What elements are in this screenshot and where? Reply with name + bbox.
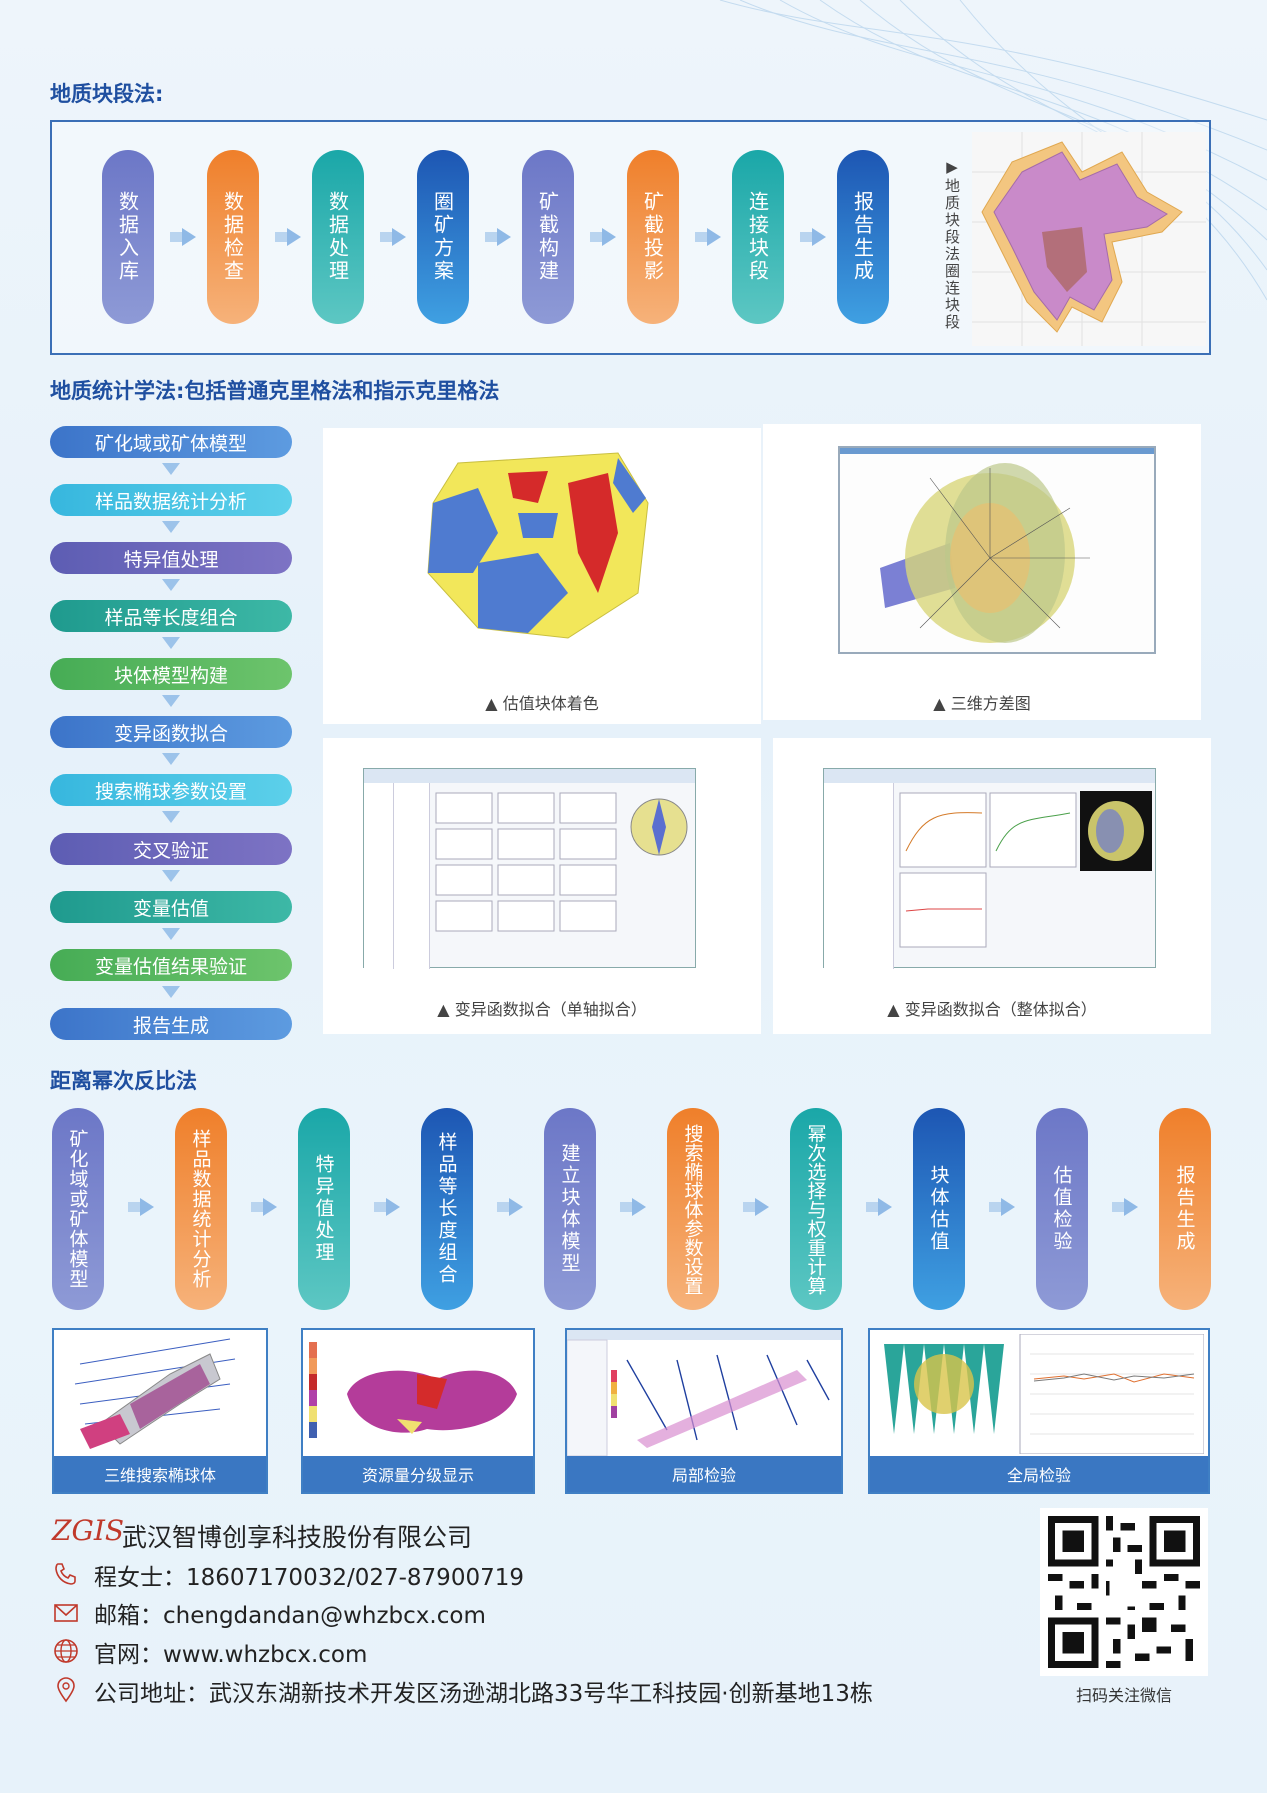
qr-caption: 扫码关注微信 bbox=[1075, 1686, 1172, 1705]
thumb-label-resource-grading: 资源量分级显示 bbox=[303, 1456, 533, 1492]
flow1-step-5: 矿截构建 bbox=[522, 150, 574, 324]
flow3-step-10: 报告生成 bbox=[1159, 1108, 1211, 1310]
flow1-step-1: 数据入库 bbox=[102, 150, 154, 324]
variogram-overall-window bbox=[823, 768, 1156, 969]
website-text: 官网：www.whzbcx.com bbox=[94, 1642, 368, 1668]
flow2-step-8: 交叉验证 bbox=[50, 833, 292, 865]
down-arrow-icon bbox=[162, 573, 180, 593]
block-method-image-caption: ▶地质块段法圈连块段 bbox=[943, 158, 961, 331]
arrow-icon bbox=[590, 228, 616, 246]
arrow-icon bbox=[380, 228, 406, 246]
block-method-image bbox=[972, 132, 1206, 346]
caption-block-coloring: ▲ 估值块体着色 bbox=[485, 694, 599, 713]
flow2-step-10: 变量估值结果验证 bbox=[50, 949, 292, 981]
globe-icon bbox=[54, 1639, 78, 1663]
arrow-icon bbox=[275, 228, 301, 246]
arrow-icon bbox=[170, 228, 196, 246]
down-arrow-icon bbox=[162, 805, 180, 825]
caption-variogram-single: ▲ 变异函数拟合（单轴拟合） bbox=[437, 1000, 647, 1019]
flow3-step-5: 建立块体模型 bbox=[544, 1108, 596, 1310]
phone-icon bbox=[55, 1563, 76, 1585]
down-arrow-icon bbox=[162, 631, 180, 651]
flow1-step-3: 数据处理 bbox=[312, 150, 364, 324]
flow2-step-2: 样品数据统计分析 bbox=[50, 484, 292, 516]
flow2-step-5: 块体模型构建 bbox=[50, 658, 292, 690]
arrow-icon bbox=[128, 1198, 154, 1216]
section2-title: 地质统计学法:包括普通克里格法和指示克里格法 bbox=[50, 379, 500, 403]
panel-block-coloring: ▲ 估值块体着色 bbox=[323, 428, 761, 724]
arrow-icon bbox=[1112, 1198, 1138, 1216]
flow3-step-7: 幂次选择与权重计算 bbox=[790, 1108, 842, 1310]
variance-window bbox=[838, 446, 1156, 654]
down-arrow-icon bbox=[162, 689, 180, 709]
flow3-step-3: 特异值处理 bbox=[298, 1108, 350, 1310]
phone-text: 程女士：18607170032/027-87900719 bbox=[94, 1565, 524, 1591]
down-arrow-icon bbox=[162, 515, 180, 535]
company-name: 武汉智博创享科技股份有限公司 bbox=[122, 1523, 473, 1552]
flow2-step-6: 变异函数拟合 bbox=[50, 716, 292, 748]
panel-3d-variance: ▲ 三维方差图 bbox=[763, 424, 1201, 720]
flow1-step-8: 报告生成 bbox=[837, 150, 889, 324]
thumb-local-check: 局部检验 bbox=[565, 1328, 843, 1494]
caption-variogram-overall: ▲ 变异函数拟合（整体拟合） bbox=[887, 1000, 1097, 1019]
flow3-step-9: 估值检验 bbox=[1036, 1108, 1088, 1310]
down-arrow-icon bbox=[162, 922, 180, 942]
location-icon bbox=[57, 1677, 75, 1703]
flow3-step-6: 搜索椭球体参数设置 bbox=[667, 1108, 719, 1310]
arrow-icon bbox=[374, 1198, 400, 1216]
arrow-icon bbox=[866, 1198, 892, 1216]
arrow-icon bbox=[251, 1198, 277, 1216]
decorative-wave-lines bbox=[719, 0, 1267, 301]
flow3-step-1: 矿化域或矿体模型 bbox=[52, 1108, 104, 1310]
thumb-resource-grading: 资源量分级显示 bbox=[301, 1328, 535, 1494]
panel-variogram-overall: ▲ 变异函数拟合（整体拟合） bbox=[773, 738, 1211, 1034]
arrow-icon bbox=[800, 228, 826, 246]
flow1-step-7: 连接块段 bbox=[732, 150, 784, 324]
flow1-step-6: 矿截投影 bbox=[627, 150, 679, 324]
flow2-step-9: 变量估值 bbox=[50, 891, 292, 923]
wechat-qr-code[interactable] bbox=[1040, 1508, 1208, 1676]
arrow-icon bbox=[695, 228, 721, 246]
arrow-icon bbox=[485, 228, 511, 246]
arrow-icon bbox=[989, 1198, 1015, 1216]
flow3-step-4: 样品等长度组合 bbox=[421, 1108, 473, 1310]
down-arrow-icon bbox=[162, 980, 180, 1000]
thumb-label-global-check: 全局检验 bbox=[870, 1456, 1208, 1492]
down-arrow-icon bbox=[162, 457, 180, 477]
arrow-icon bbox=[620, 1198, 646, 1216]
arrow-icon bbox=[743, 1198, 769, 1216]
flow3-step-8: 块体估值 bbox=[913, 1108, 965, 1310]
email-icon bbox=[54, 1604, 78, 1622]
down-arrow-icon bbox=[162, 747, 180, 767]
flow2-step-11: 报告生成 bbox=[50, 1008, 292, 1040]
thumb-global-check: 全局检验 bbox=[868, 1328, 1210, 1494]
address-text: 公司地址：武汉东湖新技术开发区汤逊湖北路33号华工科技园·创新基地13栋 bbox=[94, 1681, 873, 1707]
flow2-step-7: 搜索椭球参数设置 bbox=[50, 774, 292, 806]
down-arrow-icon bbox=[162, 864, 180, 884]
thumb-label-local-check: 局部检验 bbox=[567, 1456, 841, 1492]
caption-3d-variance: ▲ 三维方差图 bbox=[933, 694, 1031, 713]
flow1-step-4: 圈矿方案 bbox=[417, 150, 469, 324]
email-text: 邮箱：chengdandan@whzbcx.com bbox=[94, 1603, 486, 1629]
thumb-label-3d-ellipsoid: 三维搜索椭球体 bbox=[54, 1456, 266, 1492]
thumb-3d-ellipsoid: 三维搜索椭球体 bbox=[52, 1328, 268, 1494]
flow2-step-3: 特异值处理 bbox=[50, 542, 292, 574]
flow1-step-2: 数据检查 bbox=[207, 150, 259, 324]
section1-title: 地质块段法: bbox=[50, 82, 164, 106]
flow2-step-1: 矿化域或矿体模型 bbox=[50, 426, 292, 458]
flow3-step-2: 样品数据统计分析 bbox=[175, 1108, 227, 1310]
variogram-single-window bbox=[363, 768, 696, 969]
arrow-icon bbox=[497, 1198, 523, 1216]
company-logo: ZGIS bbox=[52, 1514, 125, 1547]
panel-variogram-single: ▲ 变异函数拟合（单轴拟合） bbox=[323, 738, 761, 1034]
block-model-image bbox=[427, 452, 649, 639]
section3-title: 距离幂次反比法 bbox=[50, 1069, 197, 1093]
variance-3d-image bbox=[840, 448, 1154, 643]
flow2-step-4: 样品等长度组合 bbox=[50, 600, 292, 632]
